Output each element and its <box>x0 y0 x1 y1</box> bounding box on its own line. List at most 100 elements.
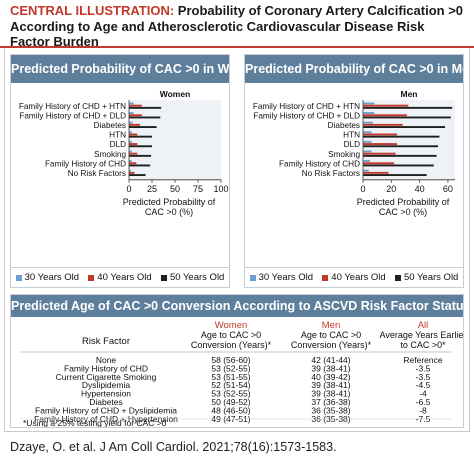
table-col-header: Average Years Earlier to CAC >0* <box>380 330 463 350</box>
men-chart-panel: Predicted Probability of CAC >0 in Men M… <box>244 54 464 288</box>
legend-label-30: 30 Years Old <box>24 272 80 283</box>
bar-50-years-old <box>363 135 440 138</box>
bar-50-years-old <box>129 154 152 157</box>
bar-40-years-old <box>363 133 397 136</box>
women-chart-panel: Predicted Probability of CAC >0 in Women… <box>10 54 230 288</box>
table-cell: 39 (38-41) <box>311 389 350 399</box>
group-label: Men <box>401 89 418 99</box>
bar-30-years-old <box>363 169 369 172</box>
bar-30-years-old <box>363 140 372 143</box>
bar-30-years-old <box>129 169 131 172</box>
bar-40-years-old <box>129 152 138 155</box>
category-label: Family History of CHD + DLD <box>253 111 360 120</box>
x-tick-label: 100 <box>213 184 228 194</box>
table-row-label: Family History of CHD <box>64 363 148 373</box>
bar-40-years-old <box>129 114 142 117</box>
x-tick-label: 0 <box>126 184 131 194</box>
legend-label-30: 30 Years Old <box>258 272 314 283</box>
table-cell: 40 (39-42) <box>311 372 350 382</box>
bar-30-years-old <box>129 140 132 143</box>
bar-50-years-old <box>363 106 453 109</box>
bar-40-years-old <box>363 123 403 126</box>
table-cell: -8 <box>419 405 427 415</box>
bar-30-years-old <box>129 112 134 114</box>
category-label: Diabetes <box>328 121 360 130</box>
table-group-header: All <box>418 320 429 331</box>
legend-swatch-30 <box>249 274 256 281</box>
x-axis-label: Predicted Probability of CAC >0 (%) <box>123 197 216 217</box>
bar-50-years-old <box>129 164 151 167</box>
x-tick-label: 75 <box>193 184 203 194</box>
table-footnote: *Using a 25% testing yield for CAC >0 <box>23 418 167 427</box>
bar-40-years-old <box>129 133 138 136</box>
bar-50-years-old <box>129 116 161 119</box>
bar-30-years-old <box>363 150 372 153</box>
bar-30-years-old <box>363 102 375 105</box>
bar-30-years-old <box>129 121 133 124</box>
bar-50-years-old <box>129 126 157 128</box>
table-cell: -3.5 <box>416 363 431 373</box>
table-row-label: None <box>96 355 117 365</box>
table-cell: 53 (52-55) <box>211 389 250 399</box>
bar-40-years-old <box>129 171 135 174</box>
bar-50-years-old <box>363 126 446 128</box>
table-cell: -4 <box>419 389 427 399</box>
legend-label-40: 40 Years Old <box>97 272 152 283</box>
women-chart-legend: 30 Years Old 40 Years Old 50 Years Old <box>11 267 229 287</box>
legend-item-40: 40 Years Old <box>88 272 152 283</box>
legend-label-50: 50 Years Old <box>169 272 225 283</box>
legend-swatch-50 <box>160 274 167 281</box>
category-label: DLD <box>344 140 360 149</box>
table-cell: 42 (41-44) <box>311 355 350 365</box>
bar-40-years-old <box>363 162 395 165</box>
bar-40-years-old <box>363 104 409 107</box>
table-cell: -4.5 <box>416 380 431 390</box>
category-label: Smoking <box>328 150 360 159</box>
category-label: No Risk Factors <box>302 169 360 178</box>
category-label: HTN <box>109 131 126 140</box>
citation: Dzaye, O. et al. J Am Coll Cardiol. 2021… <box>10 440 337 454</box>
category-label: Family History of CHD + HTN <box>19 102 126 111</box>
table-cell: 53 (52-55) <box>211 363 250 373</box>
category-label: HTN <box>343 131 360 140</box>
bar-40-years-old <box>129 162 137 165</box>
table-cell: 50 (49-52) <box>211 397 250 407</box>
header-title: Probability of Coronary Artery Calcifica… <box>10 3 464 49</box>
category-label: Smoking <box>94 150 126 159</box>
women-chart-title: Predicted Probability of CAC >0 in Women <box>11 55 229 83</box>
illustration-header: CENTRAL ILLUSTRATION: Probability of Cor… <box>0 0 474 49</box>
bar-40-years-old <box>363 143 397 145</box>
bar-30-years-old <box>129 102 134 105</box>
table-cell: -6.5 <box>416 397 431 407</box>
bar-50-years-old <box>363 164 434 167</box>
bar-50-years-old <box>129 135 152 138</box>
bar-50-years-old <box>129 106 162 109</box>
plot-area <box>363 100 455 180</box>
legend-item-30: 30 Years Old <box>15 272 80 283</box>
bar-40-years-old <box>129 123 141 126</box>
x-tick-label: 50 <box>170 184 180 194</box>
bar-50-years-old <box>363 154 437 157</box>
bar-40-years-old <box>129 143 138 145</box>
bar-50-years-old <box>363 116 451 119</box>
x-tick-label: 60 <box>443 184 453 194</box>
bar-40-years-old <box>363 152 396 155</box>
table-group-header: Men <box>322 320 340 331</box>
bar-30-years-old <box>363 121 373 124</box>
x-tick-label: 40 <box>415 184 425 194</box>
legend-swatch-40 <box>322 274 329 281</box>
category-label: No Risk Factors <box>68 169 126 178</box>
conversion-table-panel: Predicted Age of CAC >0 Conversion Accor… <box>10 294 466 428</box>
table-row-label: Dyslipidemia <box>82 380 130 390</box>
legend-swatch-30 <box>15 274 22 281</box>
men-chart-legend: 30 Years Old 40 Years Old 50 Years Old <box>245 267 463 287</box>
men-chart-title: Predicted Probability of CAC >0 in Men <box>245 55 463 83</box>
table-cell: 52 (51-54) <box>211 380 250 390</box>
legend-item-50: 50 Years Old <box>394 272 458 283</box>
table-cell: 39 (38-41) <box>311 380 350 390</box>
table-cell: 36 (35-38) <box>311 405 350 415</box>
group-label: Women <box>160 89 191 99</box>
table-cell: 39 (38-41) <box>311 363 350 373</box>
table-row-label: Current Cigarette Smoking <box>56 372 157 382</box>
